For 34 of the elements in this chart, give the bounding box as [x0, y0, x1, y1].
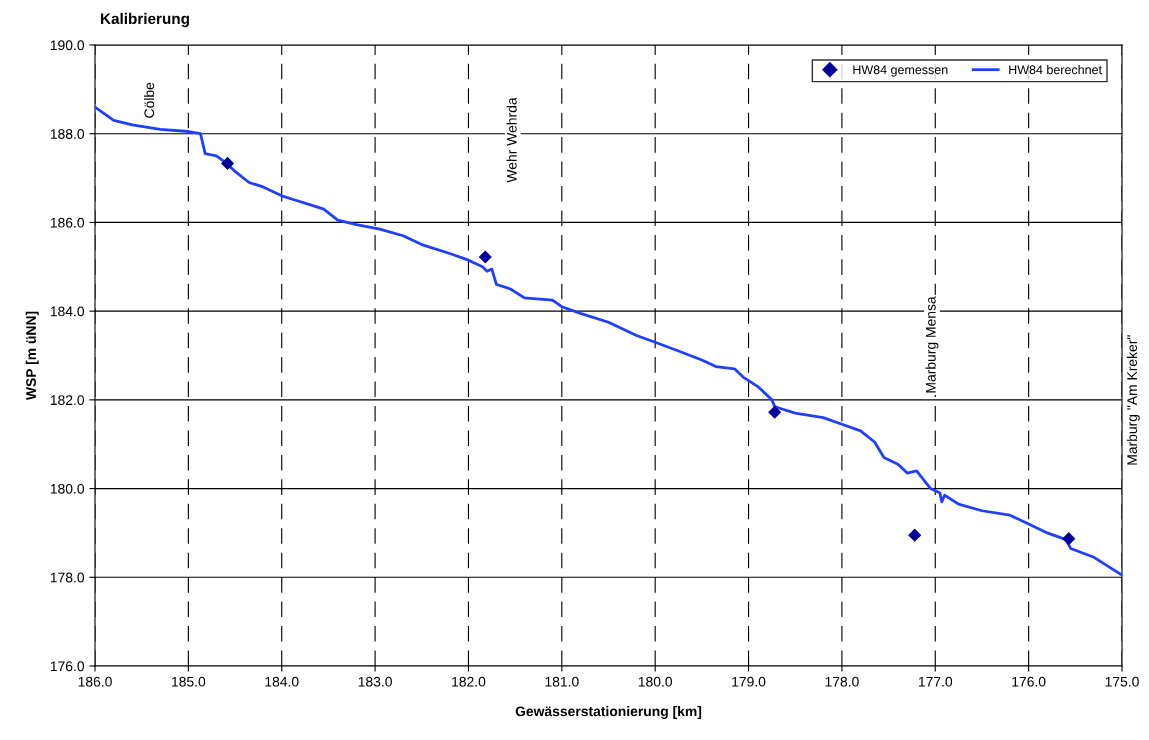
point: [220, 156, 235, 171]
annotation: Cölbe: [143, 82, 155, 118]
chart-title: Kalibrierung: [101, 12, 189, 28]
y-tick-label: 182.0: [50, 395, 85, 406]
annotation: Wehr Wehrda: [506, 97, 517, 183]
y-tick-label: 176.0: [50, 661, 85, 672]
x-tick-label: 185.0: [172, 676, 206, 687]
y-axis-title: WSP [m üNN]: [25, 311, 39, 401]
x-axis-title: Gewässerstationierung [km]: [515, 706, 702, 720]
y-tick-label: 190.0: [50, 40, 85, 51]
y-tick-label: 178.0: [50, 572, 85, 583]
x-tick-label: 177.0: [918, 676, 953, 687]
point: [478, 250, 492, 264]
point: [768, 405, 782, 419]
legend-label: HW84 berechnet: [1009, 65, 1102, 75]
y-tick-label: 180.0: [50, 483, 85, 494]
annotation: Marburg Mensa: [925, 296, 939, 393]
x-tick-label: 183.0: [358, 676, 392, 687]
text: Marburg "Am Kreker": [1126, 335, 1140, 465]
x-tick-label: 175.0: [1105, 676, 1139, 687]
y-tick-label: 186.0: [50, 217, 85, 228]
x-tick-label: 186.0: [78, 676, 112, 687]
legend-label: HW84 gemessen: [853, 65, 948, 77]
x-tick-label: 180.0: [638, 676, 673, 687]
x-tick-label: 181.0: [545, 676, 579, 687]
x-tick-label: 184.0: [265, 676, 299, 687]
point: [1062, 532, 1076, 546]
point: [908, 528, 922, 542]
x-tick-label: 176.0: [1012, 676, 1046, 687]
y-tick-label: 184.0: [50, 306, 85, 317]
x-tick-label: 178.0: [825, 676, 859, 687]
x-tick-label: 182.0: [452, 676, 486, 687]
x-tick-label: 179.0: [732, 676, 766, 687]
y-tick-label: 188.0: [50, 129, 85, 139]
